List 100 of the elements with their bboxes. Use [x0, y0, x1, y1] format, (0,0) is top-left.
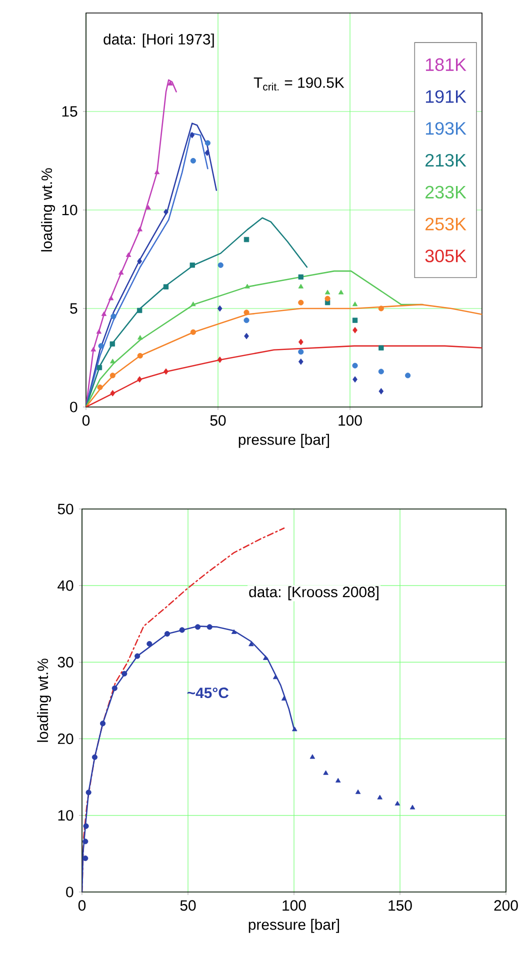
point: [310, 754, 316, 759]
point: [335, 778, 341, 783]
point: [377, 794, 382, 800]
text: 233K: [426, 186, 466, 199]
point: [190, 262, 195, 268]
point: [168, 80, 173, 86]
point: [101, 311, 107, 316]
point: [83, 823, 89, 829]
point: [324, 296, 330, 302]
point: [126, 252, 132, 257]
point: [190, 132, 195, 138]
point: [378, 345, 384, 350]
point: [324, 290, 330, 294]
point: [90, 346, 96, 352]
point: [100, 720, 106, 726]
point: [355, 789, 361, 794]
text: 193K: [426, 122, 466, 135]
point: [110, 341, 115, 347]
x-tick-label: 100: [338, 415, 362, 426]
y-axis-title: loading wt.%: [41, 168, 56, 252]
point: [298, 274, 304, 280]
y-tick-label: 15: [62, 106, 78, 117]
annotation: data: [Krooss 2008]: [249, 586, 378, 600]
point: [134, 653, 140, 659]
point: [292, 726, 298, 732]
point: [244, 332, 249, 340]
line-series: [86, 304, 482, 407]
point: [352, 318, 358, 323]
point: [112, 685, 118, 692]
point: [352, 326, 358, 334]
point: [122, 670, 128, 676]
point: [217, 356, 222, 363]
point: [96, 365, 102, 370]
point: [231, 629, 237, 634]
point: [118, 270, 124, 275]
point: [248, 642, 254, 646]
point: [82, 838, 88, 844]
point: [378, 388, 384, 394]
point: [298, 349, 304, 355]
point: [96, 329, 102, 334]
annotation: ~45°C: [187, 688, 229, 698]
annotation: data: [Hori 1973]: [104, 34, 214, 48]
point: [244, 310, 250, 316]
y-tick-label: 10: [62, 204, 78, 216]
point: [218, 262, 224, 268]
point: [298, 284, 304, 288]
point: [164, 208, 168, 216]
x-tick-label: 0: [82, 415, 90, 426]
point: [244, 284, 250, 288]
point: [138, 335, 143, 340]
point: [204, 150, 210, 156]
point: [217, 305, 222, 312]
x-tick-label: 50: [210, 415, 226, 426]
text: 181K: [426, 58, 466, 72]
x-tick-label: 0: [78, 900, 86, 911]
point: [281, 696, 287, 701]
x-tick-label: 150: [388, 900, 412, 911]
point: [110, 314, 116, 320]
point: [206, 624, 212, 630]
point: [137, 308, 142, 314]
y-tick-label: 10: [58, 810, 74, 821]
point: [137, 226, 142, 232]
point: [110, 372, 116, 378]
point: [378, 368, 384, 374]
point: [323, 770, 328, 775]
point: [92, 754, 98, 760]
annotation: T$_{crit.}$ = 190.5K: [254, 77, 344, 90]
point: [352, 376, 358, 383]
point: [298, 338, 304, 346]
point: [405, 372, 411, 378]
point: [352, 302, 358, 306]
point: [244, 318, 250, 324]
point: [194, 624, 201, 630]
point: [108, 296, 114, 300]
point: [190, 329, 196, 335]
point: [298, 358, 304, 365]
point: [352, 362, 358, 368]
point: [378, 306, 384, 312]
point: [244, 236, 250, 242]
y-tick-label: 30: [58, 656, 74, 668]
point: [190, 158, 196, 164]
point: [163, 284, 169, 290]
y-tick-label: 20: [58, 734, 74, 744]
text: 213K: [426, 154, 466, 167]
point: [272, 674, 278, 680]
line-series: [86, 345, 482, 407]
point: [164, 631, 170, 637]
point: [137, 258, 142, 264]
point: [410, 804, 416, 810]
point: [86, 790, 92, 796]
point: [164, 368, 168, 375]
y-tick-label: 40: [58, 580, 74, 591]
point: [97, 384, 103, 390]
x-tick-label: 200: [494, 900, 518, 911]
text: 253K: [426, 218, 466, 230]
line-series: [86, 217, 308, 407]
point: [137, 376, 142, 383]
point: [110, 390, 116, 396]
point: [110, 358, 116, 364]
x-axis-title: pressure [bar]: [238, 434, 329, 448]
